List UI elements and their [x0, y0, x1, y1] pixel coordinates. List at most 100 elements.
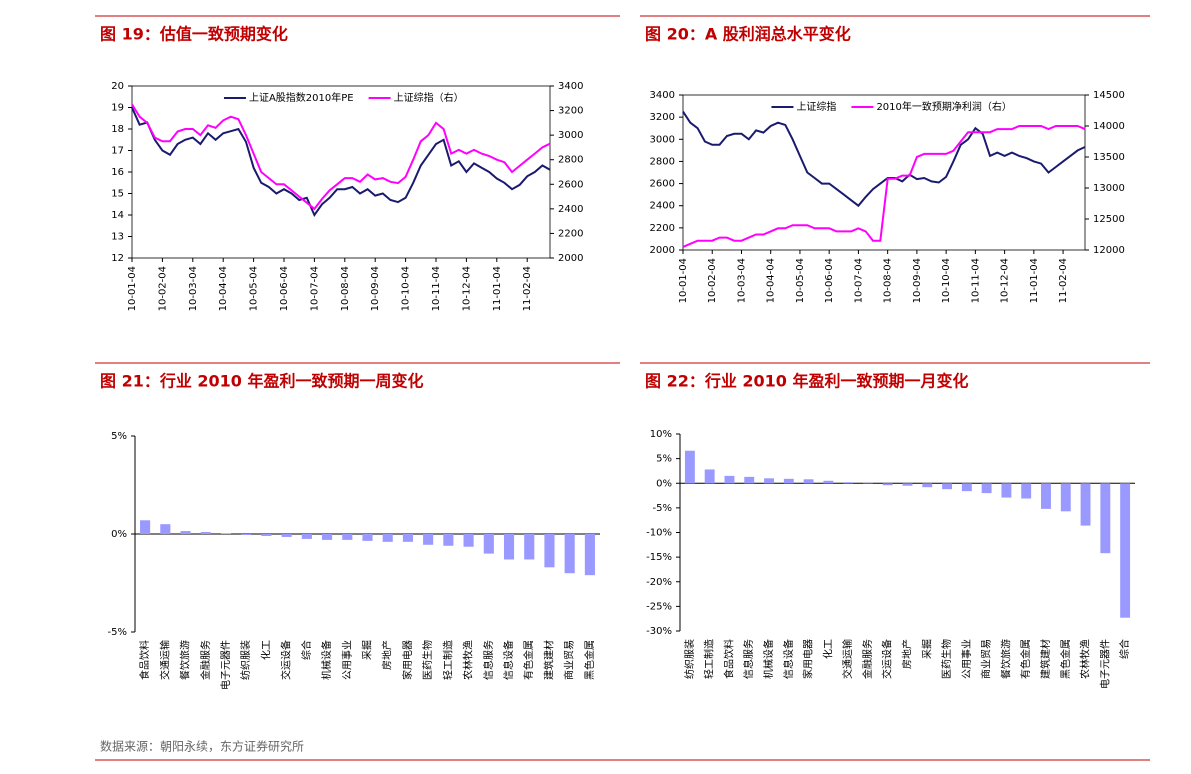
legend-label: 上证A股指数2010年PE	[249, 91, 354, 104]
x-tick-label: 信息服务	[482, 640, 495, 680]
bar	[584, 534, 595, 576]
y-tick-label: 10%	[650, 429, 672, 440]
chart-title: 图 22：行业 2010 年盈利一致预期一月变化	[645, 372, 969, 391]
bar	[823, 480, 834, 484]
bar	[241, 534, 252, 535]
x-tick-label: 10-04-04	[766, 258, 777, 303]
x-tick-label: 信息服务	[742, 639, 755, 679]
y2-tick-label: 12500	[1093, 214, 1125, 225]
x-tick-label: 医药生物	[421, 640, 434, 680]
x-tick-label: 综合	[300, 640, 313, 660]
x-tick-label: 轻工制造	[703, 639, 716, 679]
x-tick-label: 食品饮料	[138, 640, 151, 680]
x-tick-label: 10-06-04	[824, 258, 835, 303]
x-tick-label: 商业贸易	[563, 640, 576, 680]
bar	[1100, 483, 1111, 554]
x-tick-label: 10-06-04	[279, 266, 290, 311]
x-tick-label: 交通运输	[841, 639, 854, 679]
bar	[200, 532, 211, 534]
x-tick-label: 黑色金属	[1059, 639, 1072, 679]
x-tick-label: 农林牧渔	[462, 640, 475, 680]
bar	[961, 483, 972, 492]
legend-label: 上证综指（右）	[394, 91, 464, 104]
plot-frame	[682, 94, 1086, 251]
x-tick-label: 金融服务	[861, 639, 874, 679]
x-tick-label: 10-07-04	[309, 266, 320, 311]
x-tick-label: 交通运输	[158, 640, 171, 680]
x-tick-label: 黑色金属	[583, 640, 596, 680]
bar	[1001, 483, 1012, 498]
series-line	[682, 111, 1086, 208]
y-tick-label: 2400	[650, 201, 675, 212]
bar	[902, 483, 913, 486]
y2-tick-label: 2800	[558, 155, 583, 166]
bar	[1021, 483, 1032, 499]
y-tick-label: 5%	[656, 454, 672, 465]
bar	[1080, 483, 1091, 526]
y2-tick-label: 2600	[558, 179, 583, 190]
x-tick-label: 10-01-04	[678, 258, 689, 303]
x-tick-label: 11-02-04	[1058, 258, 1069, 303]
y-tick-label: -5%	[108, 627, 127, 638]
y2-tick-label: 3000	[558, 130, 583, 141]
series-line	[682, 125, 1086, 248]
bar	[704, 469, 715, 484]
legend-label: 上证综指	[796, 100, 836, 113]
bar	[261, 534, 272, 536]
x-tick-label: 公用事业	[960, 639, 973, 679]
y-tick-label: 5%	[111, 431, 127, 442]
bar	[342, 534, 353, 540]
chart-title: 图 20：A 股利润总水平变化	[645, 25, 851, 44]
y2-tick-label: 2200	[558, 228, 583, 239]
x-tick-label: 10-02-04	[707, 258, 718, 303]
y-tick-label: 3400	[650, 90, 675, 101]
x-tick-label: 10-07-04	[853, 258, 864, 303]
source-note: 数据来源：朝阳永续，东方证券研究所	[100, 739, 304, 754]
bar	[524, 534, 535, 560]
x-tick-label: 公用事业	[340, 640, 353, 680]
bar	[544, 534, 555, 568]
y-tick-label: 20	[111, 81, 124, 92]
bar	[803, 479, 814, 484]
x-tick-label: 10-09-04	[370, 266, 381, 311]
bar	[402, 534, 413, 542]
x-tick-label: 10-12-04	[1000, 258, 1011, 303]
bar	[322, 534, 333, 540]
y-tick-label: 15	[111, 189, 124, 200]
y2-tick-label: 2000	[558, 253, 583, 264]
x-tick-label: 餐饮旅游	[179, 640, 192, 680]
bar	[180, 531, 191, 534]
bar	[1041, 483, 1051, 509]
y-tick-label: 17	[111, 146, 124, 157]
bar	[724, 475, 735, 484]
x-tick-label: 电子元器件	[1098, 639, 1111, 689]
x-tick-label: 10-11-04	[970, 258, 981, 303]
x-tick-label: 信息设备	[782, 639, 795, 679]
x-tick-label: 10-10-04	[941, 258, 952, 303]
y-tick-label: 2600	[650, 179, 675, 190]
bar	[160, 524, 171, 534]
x-tick-label: 农林牧渔	[1079, 639, 1092, 679]
y-tick-label: -5%	[653, 503, 672, 514]
y-tick-label: -10%	[646, 528, 672, 539]
y-tick-label: 19	[111, 103, 124, 114]
x-tick-label: 轻工制造	[441, 640, 454, 680]
bar	[684, 450, 695, 484]
x-tick-label: 化工	[821, 639, 834, 659]
bar	[843, 482, 854, 484]
y-tick-label: 3200	[650, 112, 675, 123]
x-tick-label: 10-04-04	[218, 266, 229, 311]
chart-title: 图 19：估值一致预期变化	[100, 25, 288, 44]
x-tick-label: 综合	[1118, 639, 1131, 659]
chart-title: 图 21：行业 2010 年盈利一致预期一周变化	[100, 372, 424, 391]
x-tick-label: 建筑建材	[1039, 639, 1052, 679]
legend-label: 2010年一致预期净利润（右）	[876, 100, 1011, 113]
bar	[1120, 483, 1131, 618]
bar	[564, 534, 575, 574]
bar	[443, 534, 454, 546]
y-tick-label: -30%	[646, 626, 672, 637]
x-tick-label: 机械设备	[762, 639, 775, 679]
x-tick-label: 10-08-04	[883, 258, 894, 303]
bar	[882, 483, 893, 486]
